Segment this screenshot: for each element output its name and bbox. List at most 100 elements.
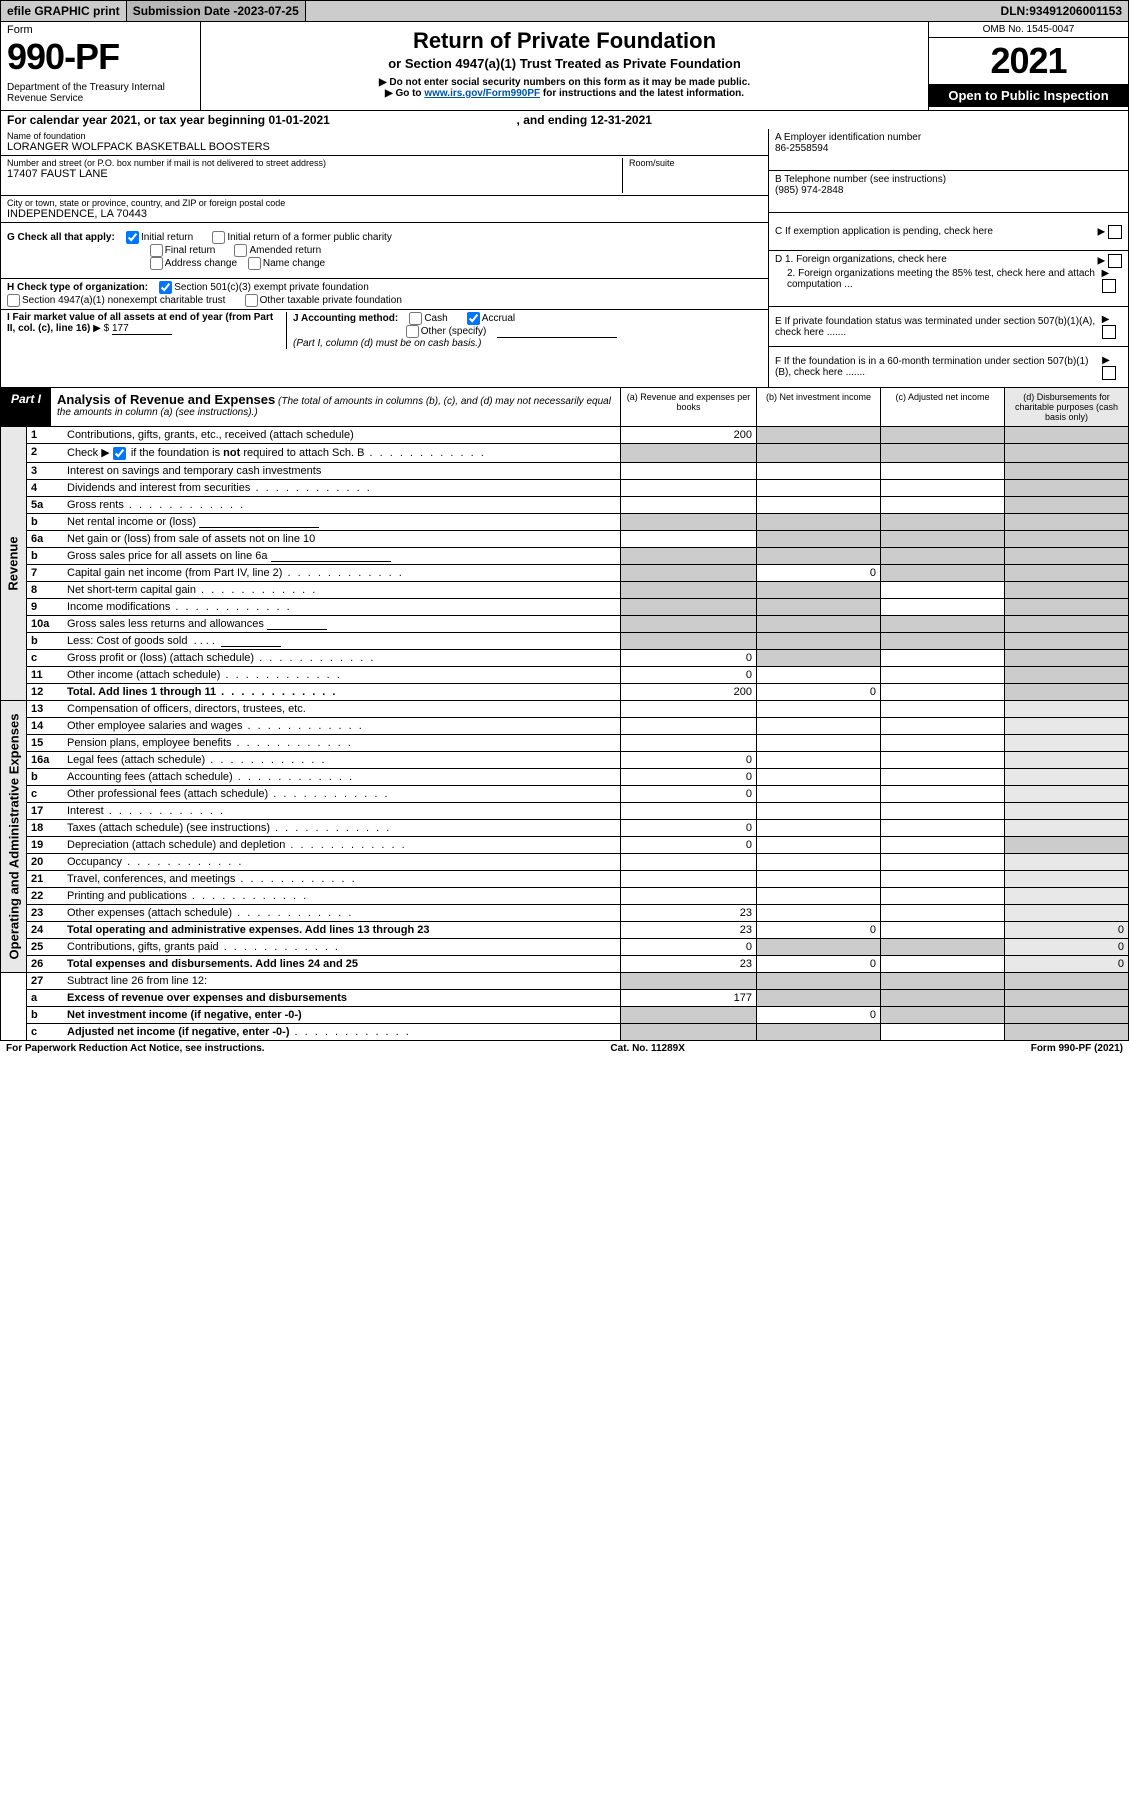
checkbox-addr-change[interactable]	[150, 257, 163, 270]
h-other-taxable-label: Other taxable private foundation	[260, 295, 402, 306]
checkbox-other-method[interactable]	[406, 325, 419, 338]
checkbox-accrual[interactable]	[467, 312, 480, 325]
line27b-desc: Net investment income (if negative, ente…	[63, 1007, 620, 1023]
checkbox-d1[interactable]	[1108, 254, 1122, 268]
part1-label: Part I	[1, 388, 51, 426]
open-inspection: Open to Public Inspection	[929, 84, 1128, 107]
checkbox-schb[interactable]	[113, 447, 126, 460]
line20-desc: Occupancy	[63, 854, 620, 870]
checkbox-other-taxable[interactable]	[245, 294, 258, 307]
g-initial-former[interactable]: Initial return of a former public charit…	[212, 231, 392, 244]
line23-desc: Other expenses (attach schedule)	[63, 905, 620, 921]
line4-desc: Dividends and interest from securities	[63, 480, 620, 496]
checkbox-initial-former[interactable]	[212, 231, 225, 244]
checkbox-4947[interactable]	[7, 294, 20, 307]
line26-d: 0	[1004, 956, 1128, 972]
part1-table: Part I Analysis of Revenue and Expenses …	[0, 388, 1129, 1041]
line23-a: 23	[620, 905, 756, 921]
line10a-desc: Gross sales less returns and allowances	[63, 616, 620, 632]
line5a-desc: Gross rents	[63, 497, 620, 513]
section-i: I Fair market value of all assets at end…	[7, 312, 287, 349]
g-name-change[interactable]: Name change	[248, 257, 325, 270]
g-amended-label: Amended return	[249, 245, 321, 256]
j-other-input[interactable]	[497, 326, 617, 338]
j-cash[interactable]: Cash	[409, 312, 447, 325]
line11-a: 0	[620, 667, 756, 683]
addr-label: Number and street (or P.O. box number if…	[7, 158, 622, 168]
header-note2: ▶ Go to www.irs.gov/Form990PF for instru…	[209, 88, 920, 99]
irs-link[interactable]: www.irs.gov/Form990PF	[424, 88, 540, 99]
j-other[interactable]: Other (specify)	[406, 325, 487, 338]
checkbox-e[interactable]	[1102, 325, 1116, 339]
line16c-a: 0	[620, 786, 756, 802]
checkbox-f[interactable]	[1102, 366, 1116, 380]
line17-desc: Interest	[63, 803, 620, 819]
h-other-taxable[interactable]: Other taxable private foundation	[245, 294, 402, 307]
line21-desc: Travel, conferences, and meetings	[63, 871, 620, 887]
j-accrual-label: Accrual	[482, 313, 515, 324]
checkbox-final[interactable]	[150, 244, 163, 257]
line16c-desc: Other professional fees (attach schedule…	[63, 786, 620, 802]
g-final[interactable]: Final return	[150, 244, 216, 257]
form-id-block: Form 990-PF Department of the Treasury I…	[1, 22, 201, 110]
line3-desc: Interest on savings and temporary cash i…	[63, 463, 620, 479]
form-subtitle: or Section 4947(a)(1) Trust Treated as P…	[209, 56, 920, 71]
h-4947[interactable]: Section 4947(a)(1) nonexempt charitable …	[7, 294, 225, 307]
name-label: Name of foundation	[7, 131, 762, 141]
line26-a: 23	[620, 956, 756, 972]
j-accrual[interactable]: Accrual	[467, 312, 515, 325]
expenses-block: Operating and Administrative Expenses 13…	[1, 701, 1128, 973]
g-initial-former-label: Initial return of a former public charit…	[227, 232, 392, 243]
col-d-header: (d) Disbursements for charitable purpose…	[1004, 388, 1128, 426]
h-501c3[interactable]: Section 501(c)(3) exempt private foundat…	[159, 281, 369, 294]
foundation-name: LORANGER WOLFPACK BASKETBALL BOOSTERS	[7, 141, 762, 153]
cal-end: 12-31-2021	[591, 113, 652, 127]
line19-desc: Depreciation (attach schedule) and deple…	[63, 837, 620, 853]
line16b-desc: Accounting fees (attach schedule)	[63, 769, 620, 785]
j-note: (Part I, column (d) must be on cash basi…	[293, 338, 481, 349]
line25-desc: Contributions, gifts, grants paid	[63, 939, 620, 955]
line6b-desc: Gross sales price for all assets on line…	[63, 548, 620, 564]
g-initial-return[interactable]: Initial return	[126, 231, 193, 244]
line27-desc: Subtract line 26 from line 12:	[63, 973, 620, 989]
checkbox-501c3[interactable]	[159, 281, 172, 294]
line18-a: 0	[620, 820, 756, 836]
section-h: H Check type of organization: Section 50…	[1, 279, 768, 310]
checkbox-d2[interactable]	[1102, 279, 1116, 293]
form-word: Form	[7, 24, 194, 36]
note2-pre: ▶ Go to	[385, 88, 424, 99]
box-f: F If the foundation is in a 60-month ter…	[769, 347, 1128, 387]
efile-label: efile GRAPHIC print	[1, 1, 127, 21]
i-arrow: ▶ $	[93, 323, 109, 334]
checkbox-initial-return[interactable]	[126, 231, 139, 244]
col-b-header: (b) Net investment income	[756, 388, 880, 426]
city-state-zip: INDEPENDENCE, LA 70443	[7, 208, 762, 220]
section-g: G Check all that apply: Initial return I…	[1, 223, 768, 279]
box-b-phone: B Telephone number (see instructions) (9…	[769, 171, 1128, 213]
checkbox-amended[interactable]	[234, 244, 247, 257]
line26-b: 0	[756, 956, 880, 972]
footer-catno: Cat. No. 11289X	[610, 1043, 684, 1054]
line24-desc: Total operating and administrative expen…	[63, 922, 620, 938]
checkbox-name-change[interactable]	[248, 257, 261, 270]
omb-number: OMB No. 1545-0047	[929, 22, 1128, 38]
checkbox-cash[interactable]	[409, 312, 422, 325]
g-label: G Check all that apply:	[7, 232, 115, 243]
section-i-j: I Fair market value of all assets at end…	[1, 310, 768, 351]
line1-desc: Contributions, gifts, grants, etc., rece…	[63, 427, 620, 443]
g-addr-change[interactable]: Address change	[150, 257, 237, 270]
line16b-a: 0	[620, 769, 756, 785]
line10c-desc: Gross profit or (loss) (attach schedule)	[63, 650, 620, 666]
phone-value: (985) 974-2848	[775, 185, 843, 196]
line24-b: 0	[756, 922, 880, 938]
form-header: Form 990-PF Department of the Treasury I…	[0, 22, 1129, 111]
line15-desc: Pension plans, employee benefits	[63, 735, 620, 751]
line6a-desc: Net gain or (loss) from sale of assets n…	[63, 531, 620, 547]
city-label: City or town, state or province, country…	[7, 198, 762, 208]
address-box: Number and street (or P.O. box number if…	[1, 156, 768, 196]
g-amended[interactable]: Amended return	[234, 244, 321, 257]
checkbox-c[interactable]	[1108, 225, 1122, 239]
cal-mid: , and ending	[517, 113, 591, 127]
line16a-a: 0	[620, 752, 756, 768]
line27b-b: 0	[756, 1007, 880, 1023]
